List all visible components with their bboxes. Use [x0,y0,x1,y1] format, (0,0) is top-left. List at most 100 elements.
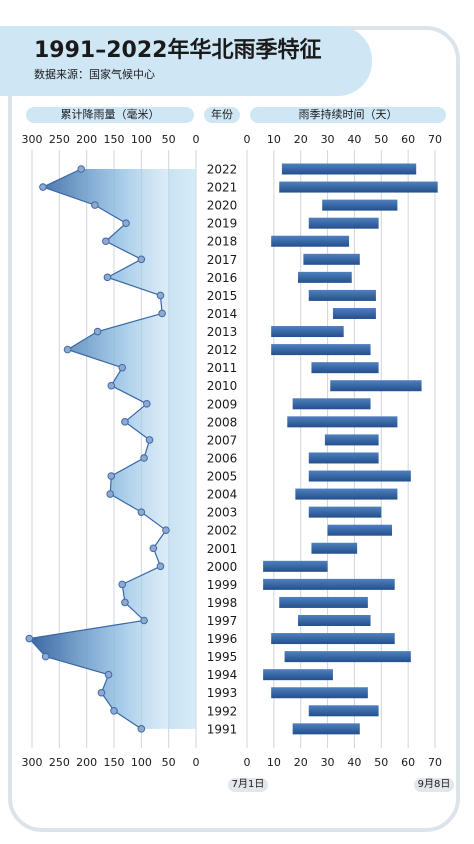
duration-bar [271,344,371,356]
duration-bar [332,307,376,319]
rainfall-point [106,490,114,498]
duration-tick-label-bottom: 60 [401,756,415,769]
rainfall-point [140,454,148,462]
duration-bar [284,651,411,663]
duration-tick-label-top: 0 [244,133,251,146]
rainfall-tick-label-top: 0 [193,133,200,146]
rainfall-point [118,580,126,589]
year-label: 1995 [207,650,238,664]
rainfall-point [104,670,113,679]
duration-bar [308,470,411,482]
year-label: 2017 [207,253,238,267]
duration-header: 雨季持续时间（天） [250,107,446,123]
year-label: 1998 [207,596,238,610]
rainfall-tick-label-bottom: 0 [193,756,200,769]
duration-bar [322,199,398,211]
duration-tick-label-top: 10 [267,133,281,146]
year-label: 1992 [207,704,238,718]
source-note: 数据来源：国家气候中心 [34,68,155,81]
duration-bar [271,235,350,247]
rainfall-point [156,291,165,300]
rainfall-point [91,201,99,209]
year-label: 2009 [207,397,238,411]
year-label: 2021 [207,181,238,195]
year-label: 2018 [207,235,238,249]
duration-bar [308,289,376,301]
rainfall-tick-label-top: 300 [22,133,43,146]
rainfall-tick-label-top: 200 [76,133,97,146]
year-label: 1994 [207,668,238,682]
rainfall-point [156,562,165,571]
rainfall-point [97,688,106,697]
rainfall-header: 累计降雨量（毫米） [26,107,194,123]
duration-bar [327,524,393,536]
year-label: 2016 [207,271,238,285]
duration-tick-label-top: 70 [428,133,442,146]
rainfall-point [63,345,72,354]
year-label: 2000 [207,560,238,574]
rainfall-point [121,598,129,607]
year-label: 2015 [207,289,238,303]
year-label: 2008 [207,415,238,429]
year-label: 2007 [207,433,238,447]
duration-tick-label-top: 20 [294,133,308,146]
year-label: 2001 [207,542,238,556]
duration-tick-label-top: 60 [401,133,415,146]
year-label: 2011 [207,361,238,375]
duration-bar [292,398,371,410]
year-label: 2003 [207,506,238,520]
rainfall-area [29,169,197,729]
year-label: 2002 [207,524,238,538]
duration-bar [308,506,382,518]
year-label: 1996 [207,632,238,646]
duration-bar [308,452,379,464]
rainfall-tick-label-bottom: 100 [131,756,152,769]
duration-tick-label-bottom: 70 [428,756,442,769]
end-date-label: 9月8日 [414,778,454,792]
duration-bar [292,723,360,735]
year-label: 2004 [207,488,238,502]
rainfall-tick-label-top: 150 [104,133,125,146]
year-label: 2006 [207,451,238,465]
duration-bar [263,669,333,681]
rainfall-tick-label-bottom: 300 [22,756,43,769]
rainfall-point [140,616,148,625]
duration-bar [298,271,352,283]
rainfall-point [143,399,151,408]
rainfall-tick-label-bottom: 200 [76,756,97,769]
year-label: 2005 [207,470,238,484]
duration-bar [330,380,422,392]
rainfall-tick-label-bottom: 250 [49,756,70,769]
duration-tick-label-top: 50 [374,133,388,146]
year-label: 2014 [207,307,238,321]
duration-tick-label-bottom: 0 [244,756,251,769]
duration-bar [287,416,398,428]
rainfall-point [122,219,130,227]
rainfall-point [137,725,146,733]
duration-bar [271,633,395,645]
rainfall-point [158,309,166,318]
rainfall-point [110,707,118,715]
duration-bar [279,596,368,608]
rainfall-point [162,526,170,535]
duration-bar [308,705,379,717]
year-label: 2019 [207,217,238,231]
duration-bar [271,326,344,338]
rainfall-point [137,508,146,516]
duration-bar [263,578,395,590]
duration-tick-label-bottom: 50 [374,756,388,769]
year-label: 1999 [207,578,238,592]
year-label: 1997 [207,614,238,628]
year-label: 2020 [207,199,238,213]
rainfall-point [93,327,102,336]
rainfall-tick-label-bottom: 150 [104,756,125,769]
rainfall-point [118,363,126,372]
duration-bar [281,163,417,175]
year-label: 2022 [207,163,238,177]
rainfall-line [28,168,167,730]
rainfall-point [145,436,154,444]
rainfall-point [41,652,50,661]
rainfall-point [103,273,112,282]
